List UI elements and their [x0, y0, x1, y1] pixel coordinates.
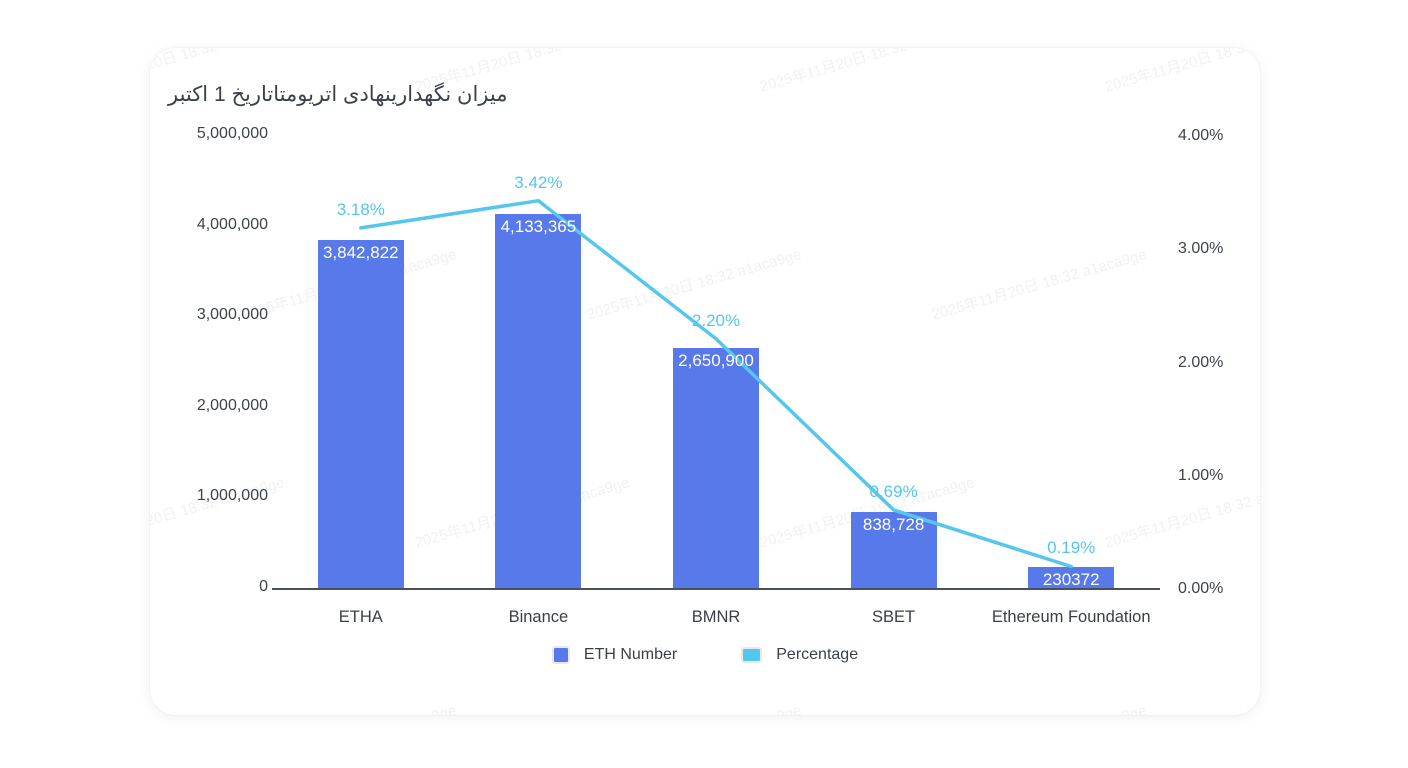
- y-axis-tick-right: 3.00%: [1178, 240, 1224, 258]
- legend: ETH Number Percentage: [150, 646, 1260, 664]
- y-axis-tick-right: 2.00%: [1178, 353, 1224, 371]
- y-axis-tick-left: 0: [259, 578, 268, 595]
- x-axis-label-etha: ETHA: [338, 608, 383, 626]
- watermark-text: 2025年11月20日 18:32 a1aca9ge: [929, 699, 1149, 715]
- bar-value-label: 3,842,822: [322, 242, 399, 262]
- watermark-text: 2025年11月20日 18:32 a1aca9ge: [150, 473, 287, 552]
- bar-etha[interactable]: [317, 239, 404, 588]
- x-axis-line: [272, 588, 1160, 590]
- y-axis-tick-left: 4,000,000: [196, 215, 268, 233]
- legend-label-eth-number: ETH Number: [583, 646, 678, 663]
- bar-value-label: 4,133,365: [500, 216, 577, 236]
- percentage-label: 2.20%: [691, 310, 741, 330]
- watermark-text: 2025年11月20日 18:32 a1aca9ge: [929, 245, 1149, 324]
- bar-value-label: 230372: [1042, 570, 1100, 590]
- bar-value-label: 838,728: [862, 515, 925, 534]
- x-axis-label-sbet: SBET: [872, 608, 916, 626]
- legend-swatch-eth-number: [551, 646, 570, 664]
- percentage-label: 3.42%: [514, 172, 563, 192]
- y-axis-tick-left: 2,000,000: [196, 396, 268, 414]
- legend-label-percentage: Percentage: [776, 646, 859, 663]
- y-axis-tick-right: 1.00%: [1178, 466, 1224, 484]
- watermark-text: 2025年11月20日 18:32 a1aca9ge: [757, 48, 977, 96]
- chart-card: 2025年11月20日 18:32 a1aca9ge 2025年11月20日 18…: [150, 48, 1260, 715]
- x-axis-label-bmnr: BMNR: [691, 608, 741, 626]
- x-axis-label-ethereum-foundation: Ethereum Foundation: [991, 608, 1151, 626]
- watermark-text: 2025年11月20日 18:32 a1aca9ge: [584, 699, 804, 715]
- bar-bmnr[interactable]: [673, 347, 759, 588]
- bar-ethereum-foundation[interactable]: [1028, 567, 1115, 588]
- bar-binance[interactable]: [495, 213, 582, 588]
- y-axis-tick-left: 1,000,000: [196, 487, 268, 505]
- legend-item-eth-number[interactable]: ETH Number: [551, 646, 678, 664]
- y-axis-tick-right: 4.00%: [1178, 127, 1224, 144]
- watermark-text: 2025年11月20日 18:32 a1aca9ge: [1102, 48, 1260, 96]
- percentage-label: 3.18%: [336, 199, 385, 219]
- y-axis-tick-left: 5,000,000: [196, 125, 268, 142]
- x-axis-label-binance: Binance: [508, 608, 569, 626]
- chart-title: میزان نگهدارینهادی اتریومتاتاریخ 1 اکتبر: [168, 83, 508, 106]
- legend-item-percentage[interactable]: Percentage: [741, 646, 858, 664]
- bar-value-label: 2,650,900: [678, 350, 754, 370]
- percentage-label: 0.69%: [869, 481, 918, 501]
- y-axis-tick-left: 3,000,000: [196, 306, 268, 324]
- legend-swatch-percentage: [741, 647, 763, 663]
- y-axis-tick-right: 0.00%: [1178, 580, 1224, 597]
- watermark-text: 2025年11月20日 18:32 a1aca9ge: [239, 699, 459, 715]
- percentage-label: 0.19%: [1047, 538, 1096, 558]
